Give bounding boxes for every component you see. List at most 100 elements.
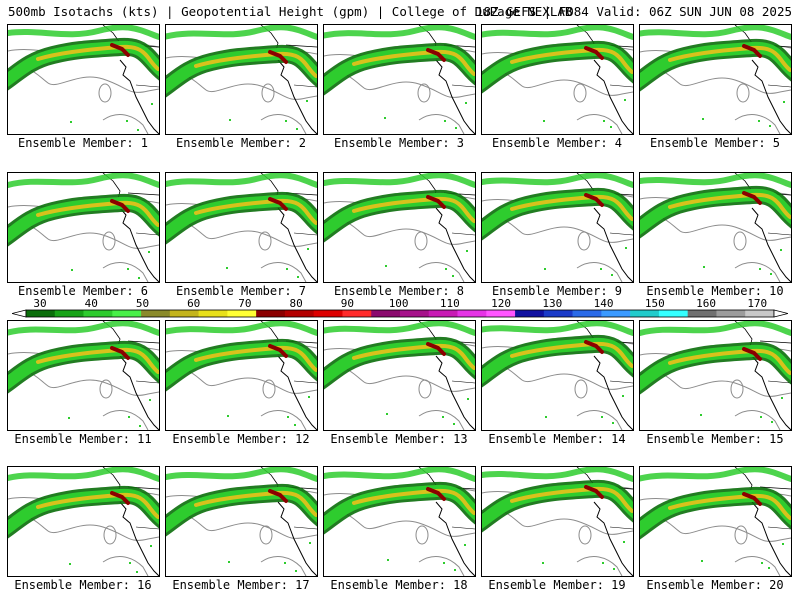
isotach-speck [610, 126, 612, 128]
colorbar-swatch [716, 310, 746, 317]
border-line [609, 526, 633, 530]
isotach-speck [284, 562, 286, 564]
jet-core-90kt [426, 342, 446, 356]
colorbar-swatch [601, 310, 631, 317]
isotach-band-northern [324, 467, 475, 482]
colorbar-swatch [630, 310, 660, 317]
border-line [135, 84, 159, 88]
border-line [609, 232, 633, 236]
isotach-speck [467, 398, 469, 400]
border-line [767, 84, 791, 88]
ensemble-member-map [481, 466, 634, 577]
isotach-speck [543, 120, 545, 122]
height-contour-low [574, 379, 588, 399]
colorbar-left-arrow [12, 309, 27, 318]
isotach-speck [611, 274, 613, 276]
height-contour-low [414, 231, 428, 251]
height-contour [260, 556, 307, 576]
border-line [609, 84, 633, 88]
coastline [435, 59, 475, 134]
coastline [435, 355, 475, 430]
colorbar-tick-label: 50 [136, 298, 149, 310]
border-line [285, 44, 317, 48]
jet-core-90kt [742, 492, 762, 506]
colorbar-tick-label: 40 [85, 298, 98, 310]
isotach-speck [226, 267, 228, 269]
isotach-band-northern [324, 321, 475, 336]
isotach-speck [148, 251, 150, 253]
isotach-speck [295, 570, 297, 572]
isotach-speck [150, 545, 152, 547]
jet-core-90kt [584, 193, 604, 207]
ensemble-member-label: Ensemble Member: 8 [333, 284, 465, 298]
isotach-band-northern [166, 321, 317, 336]
border-line [451, 526, 475, 530]
isotach-speck [625, 247, 627, 249]
ensemble-member-label: Ensemble Member: 2 [175, 136, 307, 150]
coastline [119, 355, 159, 430]
isotach-speck [229, 119, 231, 121]
member-map-canvas [8, 467, 159, 576]
isotach-speck [227, 415, 229, 417]
border-line [135, 526, 159, 530]
colorbar-swatch [198, 310, 228, 317]
ensemble-member-map [7, 172, 160, 283]
height-contour-low [730, 379, 744, 399]
colorbar-tick-label: 150 [645, 298, 665, 310]
jet-core-90kt [268, 489, 288, 503]
colorbar-tick-label: 110 [440, 298, 460, 310]
isotach-speck [455, 127, 457, 129]
isotach-colorbar: 30 40 50 60 70 80 90 100 110 120 130 140 150 160 170 [12, 298, 788, 318]
colorbar-swatch [572, 310, 602, 317]
colorbar-swatch [83, 310, 113, 317]
isotach-speck [138, 277, 140, 279]
isotach-band-northern [482, 467, 633, 482]
model-run-info: 18Z GEFS | F084 Valid: 06Z SUN JUN 08 20… [475, 4, 792, 19]
jet-core-90kt [742, 44, 762, 58]
coastline [277, 59, 317, 134]
ensemble-member-label: Ensemble Member: 6 [17, 284, 149, 298]
ensemble-member-label: Ensemble Member: 7 [175, 284, 307, 298]
border-line [451, 380, 475, 384]
isotach-speck [308, 396, 310, 398]
colorbar-swatch [284, 310, 314, 317]
ensemble-member-label: Ensemble Member: 9 [491, 284, 623, 298]
colorbar-tick-label: 60 [187, 298, 200, 310]
colorbar-tick-label: 30 [33, 298, 46, 310]
coastline [119, 207, 159, 282]
border-line [609, 380, 633, 384]
coastline [277, 501, 317, 576]
member-map-canvas [482, 173, 633, 282]
colorbar-swatch [687, 310, 717, 317]
isotach-speck [309, 542, 311, 544]
colorbar-swatch [658, 310, 688, 317]
isotach-speck [139, 425, 141, 427]
colorbar-swatch [515, 310, 545, 317]
colorbar-tick-label: 170 [747, 298, 767, 310]
colorbar-tick-label: 90 [341, 298, 354, 310]
ensemble-member-label: Ensemble Member: 20 [646, 578, 784, 592]
jet-core-90kt [426, 195, 446, 209]
ensemble-member-map [165, 466, 318, 577]
border-line [127, 192, 159, 196]
isotach-speck [70, 121, 72, 123]
member-map-canvas [640, 25, 791, 134]
colorbar-swatch [745, 310, 775, 317]
ensemble-member-map [639, 320, 792, 431]
isotach-band-northern [8, 321, 159, 336]
isotach-band-northern [324, 173, 475, 188]
ensemble-member-map [7, 24, 160, 135]
height-contour [734, 114, 781, 134]
coastline [435, 501, 475, 576]
coastline [119, 59, 159, 134]
ensemble-member-map [165, 24, 318, 135]
isotach-speck [612, 422, 614, 424]
border-line [135, 380, 159, 384]
member-map-canvas [324, 25, 475, 134]
isotach-band-northern [482, 321, 633, 336]
isotach-speck [768, 567, 770, 569]
ensemble-member-label: Ensemble Member: 10 [646, 284, 784, 298]
border-line [135, 232, 159, 236]
colorbar-swatch [428, 310, 458, 317]
height-contour-low [415, 525, 429, 545]
